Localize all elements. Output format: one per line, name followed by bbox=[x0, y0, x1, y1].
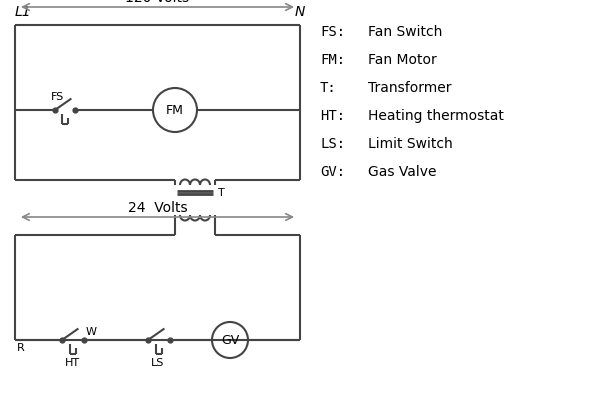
Text: FM:: FM: bbox=[320, 53, 345, 67]
Text: R: R bbox=[17, 343, 25, 353]
Text: L1: L1 bbox=[15, 5, 32, 19]
Text: N: N bbox=[295, 5, 305, 19]
Text: T:: T: bbox=[320, 81, 337, 95]
Text: Transformer: Transformer bbox=[368, 81, 451, 95]
Text: Gas Valve: Gas Valve bbox=[368, 165, 437, 179]
Text: HT:: HT: bbox=[320, 109, 345, 123]
Text: FS:: FS: bbox=[320, 25, 345, 39]
Text: W: W bbox=[86, 327, 97, 337]
Text: FS: FS bbox=[50, 92, 64, 102]
Text: Heating thermostat: Heating thermostat bbox=[368, 109, 504, 123]
Text: FM: FM bbox=[166, 104, 184, 116]
Text: Limit Switch: Limit Switch bbox=[368, 137, 453, 151]
Text: T: T bbox=[218, 188, 225, 198]
Text: LS:: LS: bbox=[320, 137, 345, 151]
Text: GV:: GV: bbox=[320, 165, 345, 179]
Text: GV: GV bbox=[221, 334, 239, 346]
Text: Fan Switch: Fan Switch bbox=[368, 25, 442, 39]
Text: Fan Motor: Fan Motor bbox=[368, 53, 437, 67]
Text: 120 Volts: 120 Volts bbox=[126, 0, 189, 5]
Text: 24  Volts: 24 Volts bbox=[127, 201, 187, 215]
Text: LS: LS bbox=[151, 358, 165, 368]
Text: HT: HT bbox=[64, 358, 80, 368]
